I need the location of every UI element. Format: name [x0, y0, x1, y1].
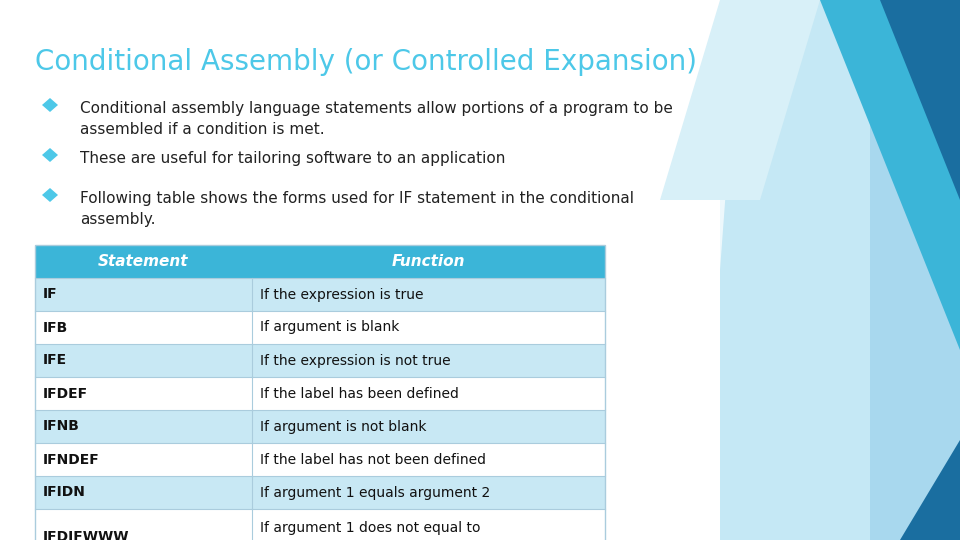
Text: Following table shows the forms used for IF statement in the conditional
assembl: Following table shows the forms used for…	[80, 191, 634, 227]
Polygon shape	[900, 440, 960, 540]
Polygon shape	[610, 200, 720, 540]
Bar	[35, 245, 605, 278]
Text: Conditional Assembly (or Controlled Expansion): Conditional Assembly (or Controlled Expa…	[35, 48, 697, 76]
Polygon shape	[720, 0, 900, 540]
Text: IFDEF: IFDEF	[43, 387, 88, 401]
Bar	[35, 377, 605, 410]
Text: If argument 1 does not equal to
argument 2: If argument 1 does not equal to argument…	[259, 521, 480, 540]
Bar	[35, 245, 605, 540]
Text: These are useful for tailoring software to an application: These are useful for tailoring software …	[80, 151, 505, 166]
Text: IFDIFWWW: IFDIFWWW	[43, 530, 130, 540]
Polygon shape	[42, 98, 58, 112]
Polygon shape	[870, 0, 960, 540]
Text: If the label has been defined: If the label has been defined	[259, 387, 459, 401]
Polygon shape	[820, 0, 960, 350]
Polygon shape	[660, 0, 820, 200]
Text: If the expression is not true: If the expression is not true	[259, 354, 450, 368]
Bar	[35, 443, 605, 476]
Text: IFB: IFB	[43, 321, 68, 334]
Polygon shape	[880, 0, 960, 200]
Text: IF: IF	[43, 287, 58, 301]
Text: IFNDEF: IFNDEF	[43, 453, 100, 467]
Polygon shape	[42, 188, 58, 202]
Bar	[35, 476, 605, 509]
Bar	[35, 278, 605, 311]
Text: If the expression is true: If the expression is true	[259, 287, 423, 301]
Text: If the label has not been defined: If the label has not been defined	[259, 453, 486, 467]
Text: If argument is blank: If argument is blank	[259, 321, 399, 334]
Bar	[35, 509, 605, 540]
Bar	[35, 344, 605, 377]
Text: IFIDN: IFIDN	[43, 485, 85, 500]
Text: Conditional assembly language statements allow portions of a program to be
assem: Conditional assembly language statements…	[80, 101, 673, 137]
Text: IFNB: IFNB	[43, 420, 80, 434]
Polygon shape	[620, 0, 740, 540]
Bar	[35, 311, 605, 344]
Text: IFE: IFE	[43, 354, 67, 368]
Bar	[35, 410, 605, 443]
Text: Statement: Statement	[98, 254, 188, 269]
Text: If argument 1 equals argument 2: If argument 1 equals argument 2	[259, 485, 490, 500]
Text: Function: Function	[392, 254, 465, 269]
Polygon shape	[42, 148, 58, 162]
Text: If argument is not blank: If argument is not blank	[259, 420, 426, 434]
